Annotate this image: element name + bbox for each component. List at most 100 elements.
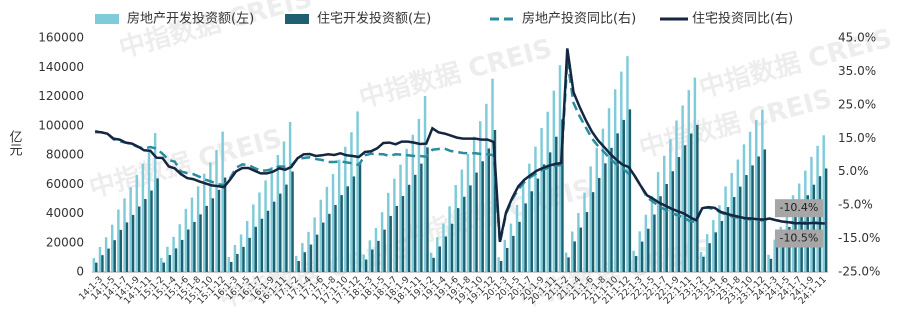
bar	[254, 226, 257, 272]
bar	[512, 235, 515, 272]
bar	[393, 178, 396, 272]
bar	[162, 262, 165, 272]
bar	[301, 243, 304, 272]
y-tick-label: 60000	[46, 177, 84, 191]
legend-label: 房地产开发投资额(左)	[127, 11, 254, 27]
y2-tick-label: 35.0%	[838, 64, 876, 78]
bar	[223, 177, 227, 272]
bar	[215, 149, 218, 272]
bar	[472, 136, 476, 272]
bar	[331, 174, 335, 272]
bar	[634, 256, 638, 272]
bar	[518, 221, 521, 272]
bar	[696, 124, 699, 272]
y2-tick-label: -25.0%	[838, 265, 880, 279]
bar	[782, 237, 785, 272]
bar	[307, 231, 310, 272]
bar	[248, 237, 251, 272]
bar	[475, 172, 478, 272]
bar	[291, 171, 294, 272]
bar	[534, 146, 537, 272]
bar	[558, 65, 562, 272]
bar	[714, 232, 717, 272]
legend-swatch	[285, 14, 309, 24]
bar	[699, 251, 703, 272]
bar	[131, 214, 135, 272]
bar	[742, 144, 746, 272]
bar	[775, 247, 779, 272]
bar	[687, 90, 690, 272]
bar	[141, 163, 145, 272]
bar	[272, 201, 276, 272]
bar	[282, 141, 286, 272]
bar	[745, 175, 748, 272]
bar	[601, 128, 605, 272]
bar	[564, 252, 568, 272]
bar	[665, 183, 668, 272]
bar	[199, 214, 202, 272]
bar	[708, 243, 711, 272]
bar	[705, 234, 709, 272]
bar	[387, 192, 390, 272]
bar	[328, 213, 331, 272]
bar	[104, 237, 108, 272]
bar	[358, 162, 362, 272]
bar	[628, 109, 632, 273]
bar	[117, 209, 120, 272]
bar	[595, 147, 598, 272]
bar	[479, 121, 482, 272]
bar	[769, 258, 773, 272]
bar	[824, 168, 828, 272]
bar	[822, 135, 825, 272]
bar	[166, 246, 169, 272]
bar	[144, 198, 147, 272]
bar	[469, 185, 472, 272]
bar	[589, 166, 592, 272]
bar	[481, 161, 484, 272]
bar	[620, 71, 623, 272]
bar	[767, 254, 770, 272]
watermark: 中指数据 CREIS	[116, 0, 315, 64]
bar	[217, 189, 221, 272]
bar	[546, 111, 549, 273]
bar	[180, 239, 184, 272]
bar	[540, 127, 543, 272]
bar	[252, 204, 255, 272]
bar	[414, 174, 417, 272]
bar	[542, 164, 546, 272]
bar	[607, 108, 611, 272]
bar	[528, 163, 531, 272]
bar	[236, 253, 239, 272]
bar	[334, 205, 337, 272]
bar	[432, 257, 435, 272]
bar	[671, 171, 675, 272]
bar	[395, 205, 399, 272]
y-axis-title: 亿元	[7, 130, 23, 157]
bar	[524, 203, 527, 272]
bar	[499, 261, 503, 272]
legend-label: 住宅投资同比(右)	[692, 11, 793, 27]
bar	[407, 184, 411, 272]
bar	[702, 256, 705, 272]
bar	[536, 178, 540, 272]
bar	[653, 214, 656, 272]
bar	[460, 169, 464, 272]
y2-tick-label: 25.0%	[838, 97, 876, 111]
bar	[264, 180, 267, 272]
bar	[239, 234, 243, 272]
bar	[509, 223, 513, 272]
bar	[647, 228, 650, 272]
bar	[423, 96, 427, 272]
bar	[616, 133, 619, 272]
bar	[111, 224, 114, 272]
bar	[663, 155, 666, 272]
bar	[101, 255, 104, 272]
bar	[356, 111, 359, 272]
bar	[548, 152, 552, 272]
annotation-label: -10.4%	[779, 201, 818, 214]
bar	[279, 193, 282, 272]
bar	[315, 234, 319, 272]
bar	[405, 148, 408, 272]
bar	[444, 236, 448, 272]
bar	[748, 131, 752, 272]
